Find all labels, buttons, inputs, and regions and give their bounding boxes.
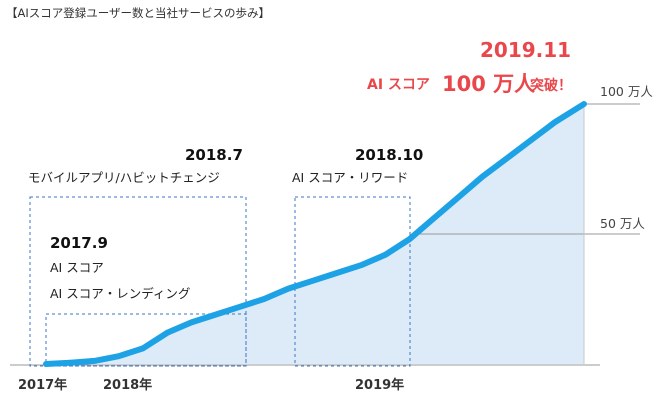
page-title: 【AIスコア登録ユーザー数と当社サービスの歩み】	[6, 6, 271, 20]
headline-value: 100 万人	[442, 72, 536, 96]
headline-prefix: AI スコア	[367, 77, 430, 93]
headline-suffix: 突破！	[530, 78, 572, 94]
milestone-label-ai-score: AI スコア	[50, 260, 104, 275]
milestone-label-reward: AI スコア・リワード	[292, 170, 409, 185]
x-tick-label-2018: 2018年	[103, 378, 153, 393]
area-fill	[46, 104, 584, 364]
headline-date: 2019.11	[480, 38, 572, 62]
x-tick-label-2017: 2017年	[18, 378, 68, 393]
milestone-label-mobile-app: モバイルアプリ/ハビットチェンジ	[28, 170, 220, 185]
y-ref-label-100man: 100 万人	[600, 84, 653, 99]
milestone-date-2018-10: 2018.10	[355, 146, 424, 164]
milestone-date-2017-9: 2017.9	[50, 234, 108, 252]
x-tick-label-2019: 2019年	[355, 378, 405, 393]
milestone-box-2018-10	[294, 196, 411, 367]
milestone-date-2018-7: 2018.7	[185, 146, 243, 164]
series-line	[43, 101, 587, 367]
y-ref-label-50man: 50 万人	[600, 216, 645, 231]
milestone-label-lending: AI スコア・レンディング	[50, 286, 191, 301]
milestone-box-2018-7	[29, 196, 247, 367]
